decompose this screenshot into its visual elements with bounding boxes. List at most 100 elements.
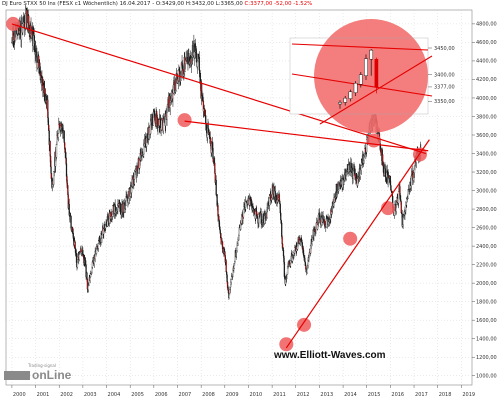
- chart-header: DJ Euro STXX 50 Ins (FESX c1 Wöchentlich…: [2, 1, 312, 7]
- y-tick-label: 3000,00: [476, 188, 497, 194]
- x-tick-label: 2010: [249, 392, 262, 398]
- candle-body: [286, 273, 288, 279]
- candle-body: [256, 216, 259, 219]
- close-change-label: C:3377,00 -52,00 -1.52%: [244, 1, 313, 7]
- x-tick-label: 2002: [60, 392, 73, 398]
- candle-body: [402, 216, 404, 225]
- trendline: [11, 23, 427, 155]
- x-tick-label: 2009: [226, 392, 239, 398]
- x-tick-label: 2017: [415, 392, 428, 398]
- candle-body: [397, 191, 400, 204]
- candle-body: [285, 279, 287, 285]
- inset-y-label: 3400,00: [434, 72, 455, 78]
- candle-body: [281, 222, 283, 237]
- candle-body: [268, 197, 271, 206]
- y-tick-label: 2600,00: [476, 225, 497, 231]
- y-tick-label: 4200,00: [476, 77, 497, 83]
- y-tick-label: 4800,00: [476, 22, 497, 28]
- logo: Trading-signal onLine: [2, 363, 71, 383]
- candle-body: [101, 234, 103, 239]
- inset-trendline-lower: [291, 73, 433, 97]
- candle-body: [238, 235, 240, 241]
- candle-body: [236, 245, 238, 251]
- candle-body: [215, 179, 217, 195]
- y-tick-label: 3200,00: [476, 170, 497, 176]
- pivot-marker: [297, 317, 312, 332]
- inset-candle-body: [338, 102, 342, 105]
- inset-y-label: 3350,00: [434, 99, 455, 105]
- candle-body: [64, 142, 66, 150]
- y-tick-label: 2000,00: [476, 281, 497, 287]
- inset-highlight-circle: [314, 19, 428, 133]
- y-tick-label: 3600,00: [476, 133, 497, 139]
- x-tick-label: 2003: [84, 392, 97, 398]
- candle-body: [226, 274, 228, 283]
- candle-body: [204, 108, 206, 116]
- y-tick-label: 1000,00: [476, 374, 497, 380]
- candle-body: [357, 178, 359, 186]
- inset-candle-body: [343, 97, 348, 103]
- candle-body: [160, 118, 163, 130]
- x-tick-label: 2004: [108, 392, 121, 398]
- y-tick-label: 3400,00: [476, 151, 497, 157]
- x-tick-label: 2012: [297, 392, 310, 398]
- candle-body: [63, 130, 65, 143]
- candle-body: [304, 257, 306, 262]
- instrument-label: DJ Euro STXX 50 Ins (FESX c1 Wöchentlich…: [2, 1, 118, 7]
- x-tick-label: 2014: [344, 392, 357, 398]
- logo-big-text: onLine: [32, 368, 72, 382]
- pivot-marker: [279, 337, 294, 352]
- candle-body: [282, 250, 285, 257]
- date-label: 16.04.2017: [119, 1, 151, 7]
- x-tick-label: 2008: [202, 392, 215, 398]
- y-tick-label: 4400,00: [476, 59, 497, 65]
- candle-body: [97, 243, 99, 249]
- candle-body: [230, 279, 232, 283]
- x-tick-label: 2000: [13, 392, 26, 398]
- x-tick-label: 2019: [462, 392, 475, 398]
- inset-frame: [289, 37, 429, 115]
- candle-body: [226, 271, 228, 275]
- candle-body: [234, 261, 236, 264]
- ohlc-label: - O:3429,00 H:3432,00 L:3365,00: [152, 1, 243, 7]
- x-tick-label: 2001: [37, 392, 50, 398]
- candle-body: [400, 201, 402, 214]
- plot-frame: [5, 9, 473, 386]
- candle-body: [55, 144, 58, 158]
- pivot-marker: [177, 113, 192, 128]
- pivot-marker: [381, 201, 396, 216]
- x-tick-label: 2015: [368, 392, 381, 398]
- candle-body: [70, 216, 72, 229]
- candle-body: [84, 260, 87, 265]
- inset-candle-body: [353, 82, 358, 94]
- y-tick-label: 3800,00: [476, 114, 497, 120]
- candle-body: [281, 243, 284, 248]
- y-tick-label: 4000,00: [476, 96, 497, 102]
- candle-body: [50, 166, 52, 174]
- y-tick-label: 1400,00: [476, 337, 497, 343]
- x-tick-label: 2013: [320, 392, 333, 398]
- trendline: [285, 139, 430, 349]
- inset-trendline-upper: [291, 43, 429, 51]
- x-tick-label: 2016: [391, 392, 404, 398]
- inset-y-label: 3377,00: [434, 85, 455, 91]
- candle-body: [281, 236, 283, 245]
- y-tick-label: 1200,00: [476, 355, 497, 361]
- y-tick-label: 1600,00: [476, 318, 497, 324]
- inset-y-label: 3450,00: [434, 46, 455, 52]
- inset-candle-body: [348, 91, 353, 99]
- candle-body: [72, 232, 74, 239]
- logo-bar: [4, 371, 30, 380]
- x-tick-label: 2011: [273, 392, 286, 398]
- x-tick-label: 2005: [131, 392, 144, 398]
- candle-body: [86, 272, 88, 280]
- candle-body: [247, 200, 249, 205]
- candle-body: [280, 212, 282, 221]
- candle-body: [205, 115, 207, 125]
- candle-body: [225, 260, 227, 273]
- candle-body: [306, 268, 308, 273]
- x-tick-label: 2018: [439, 392, 452, 398]
- watermark: www.Elliott-Waves.com: [274, 350, 386, 361]
